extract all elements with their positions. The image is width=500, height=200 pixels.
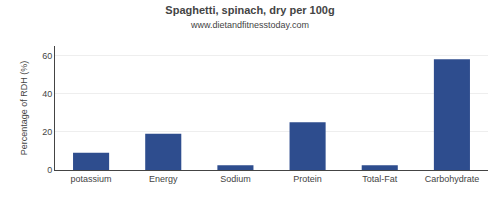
- svg-text:20: 20: [42, 127, 52, 137]
- svg-text:Spaghetti, spinach, dry per 10: Spaghetti, spinach, dry per 100gwww.diet…: [165, 4, 334, 30]
- svg-text:Carbohydrate: Carbohydrate: [425, 174, 480, 184]
- svg-text:40: 40: [42, 89, 52, 99]
- svg-text:Total-Fat: Total-Fat: [362, 174, 398, 184]
- svg-text:Energy: Energy: [149, 174, 178, 184]
- svg-text:60: 60: [42, 51, 52, 61]
- svg-text:Percentage of RDH (%): Percentage of RDH (%): [19, 61, 29, 156]
- svg-text:Protein: Protein: [293, 174, 322, 184]
- svg-text:potassium: potassium: [71, 174, 112, 184]
- svg-text:Sodium: Sodium: [220, 174, 251, 184]
- svg-text:0: 0: [47, 165, 52, 175]
